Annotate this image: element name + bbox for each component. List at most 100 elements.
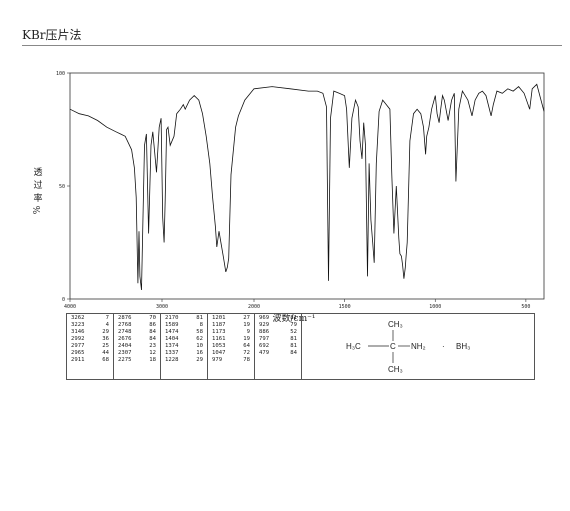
peak-wavenumber: 2911 xyxy=(71,357,85,363)
y-axis-label: 透 过 率 % xyxy=(33,167,43,214)
peak-transmittance: 25 xyxy=(102,343,109,349)
peak-row: 479 84 xyxy=(259,350,297,357)
peak-transmittance: 68 xyxy=(102,357,109,363)
peak-transmittance: 23 xyxy=(149,343,156,349)
peak-row: 1053 64 xyxy=(212,343,250,350)
peak-row: 797 81 xyxy=(259,336,297,343)
peak-row: 979 78 xyxy=(212,357,250,364)
x-tick-label: 1500 xyxy=(339,304,351,310)
peak-wavenumber: 2676 xyxy=(118,336,132,342)
peak-wavenumber: 3146 xyxy=(71,329,85,335)
peak-transmittance: 81 xyxy=(196,315,203,321)
x-tick-label: 1000 xyxy=(429,304,441,310)
dot-label: · xyxy=(442,342,445,351)
peak-wavenumber: 2170 xyxy=(165,315,179,321)
peak-row: 2965 44 xyxy=(71,350,109,357)
peak-transmittance: 18 xyxy=(149,357,156,363)
peak-row: 1161 19 xyxy=(212,336,250,343)
peak-row: 2768 86 xyxy=(118,322,156,329)
peak-transmittance: 81 xyxy=(290,315,297,321)
structure-diagram: CH₃ H₃C C NH₂ · BH₃ CH₃ xyxy=(346,320,470,374)
peak-row: 1374 10 xyxy=(165,343,203,350)
y-axis-label-char-1: 透 xyxy=(33,167,42,178)
peak-wavenumber: 3223 xyxy=(71,322,85,328)
peak-row: 1337 16 xyxy=(165,350,203,357)
peak-row: 2876 70 xyxy=(118,315,156,322)
peak-transmittance: 44 xyxy=(102,350,109,356)
peak-row: 2275 18 xyxy=(118,357,156,364)
peak-wavenumber: 1187 xyxy=(212,322,226,328)
peak-wavenumber: 2977 xyxy=(71,343,85,349)
peak-wavenumber: 1589 xyxy=(165,322,179,328)
y-tick-label: 50 xyxy=(59,184,65,190)
method-label: KBr压片法 xyxy=(22,28,82,42)
peak-wavenumber: 2307 xyxy=(118,350,132,356)
peak-row: 1187 19 xyxy=(212,322,250,329)
peak-row: 2977 25 xyxy=(71,343,109,350)
peak-row: 1201 27 xyxy=(212,315,250,322)
peak-row: 2911 68 xyxy=(71,357,109,364)
peak-wavenumber: 2876 xyxy=(118,315,132,321)
peak-transmittance: 12 xyxy=(149,350,156,356)
peak-row: 1173 9 xyxy=(212,329,250,336)
peak-transmittance: 19 xyxy=(243,322,250,328)
peak-wavenumber: 929 xyxy=(259,322,270,328)
peak-transmittance: 79 xyxy=(290,322,297,328)
peak-transmittance: 9 xyxy=(246,329,250,335)
y-axis-label-char-3: 率 xyxy=(33,192,42,204)
peak-row: 2307 12 xyxy=(118,350,156,357)
peak-wavenumber: 1053 xyxy=(212,343,226,349)
peak-wavenumber: 1404 xyxy=(165,336,179,342)
peak-transmittance: 70 xyxy=(149,315,156,321)
y-axis-label-unit: % xyxy=(33,205,43,214)
peak-transmittance: 10 xyxy=(196,343,203,349)
y-axis-label-char-2: 过 xyxy=(33,179,42,191)
peak-transmittance: 72 xyxy=(243,350,250,356)
peak-wavenumber: 886 xyxy=(259,329,270,335)
peak-row: 2170 81 xyxy=(165,315,203,322)
structure-cell: CH₃ H₃C C NH₂ · BH₃ CH₃ xyxy=(301,313,535,380)
ch3-bottom-label: CH₃ xyxy=(388,365,403,374)
peak-wavenumber: 2404 xyxy=(118,343,132,349)
x-tick-label: 500 xyxy=(521,304,530,310)
peak-transmittance: 8 xyxy=(199,322,203,328)
peak-column: 1201 27 1187 19 1173 9 1161 19 1053 64 1047 72 979 78 xyxy=(207,313,255,380)
peak-row: 3146 29 xyxy=(71,329,109,336)
peak-wavenumber: 1047 xyxy=(212,350,226,356)
nh2-label: NH₂ xyxy=(411,342,426,351)
peak-transmittance: 84 xyxy=(149,329,156,335)
peak-wavenumber: 1337 xyxy=(165,350,179,356)
peak-transmittance: 29 xyxy=(196,357,203,363)
peak-row: 3223 4 xyxy=(71,322,109,329)
peak-wavenumber: 692 xyxy=(259,343,270,349)
bh3-label: BH₃ xyxy=(456,342,470,351)
peak-wavenumber: 1173 xyxy=(212,329,226,335)
peak-transmittance: 84 xyxy=(149,336,156,342)
ch3-top-label: CH₃ xyxy=(388,320,403,329)
peak-wavenumber: 1161 xyxy=(212,336,226,342)
y-tick-label: 0 xyxy=(62,297,65,303)
peak-row: 1589 8 xyxy=(165,322,203,329)
peak-row: 1474 58 xyxy=(165,329,203,336)
peak-row: 886 52 xyxy=(259,329,297,336)
peak-transmittance: 81 xyxy=(290,336,297,342)
peak-transmittance: 84 xyxy=(290,350,297,356)
peak-transmittance: 29 xyxy=(102,329,109,335)
carbon-label: C xyxy=(390,342,396,351)
peak-transmittance: 19 xyxy=(243,336,250,342)
peak-row: 1228 29 xyxy=(165,357,203,364)
peak-wavenumber: 979 xyxy=(212,357,223,363)
peak-wavenumber: 2965 xyxy=(71,350,85,356)
peak-transmittance: 27 xyxy=(243,315,250,321)
peak-row: 929 79 xyxy=(259,322,297,329)
peak-wavenumber: 2275 xyxy=(118,357,132,363)
peak-transmittance: 58 xyxy=(196,329,203,335)
peak-row: 2404 23 xyxy=(118,343,156,350)
y-tick-label: 100 xyxy=(56,71,65,77)
peak-wavenumber: 1474 xyxy=(165,329,179,335)
peak-column: 969 81 929 79 886 52 797 81 692 81 479 84 xyxy=(254,313,302,380)
peak-transmittance: 64 xyxy=(243,343,250,349)
peak-wavenumber: 2992 xyxy=(71,336,85,342)
peak-wavenumber: 479 xyxy=(259,350,270,356)
